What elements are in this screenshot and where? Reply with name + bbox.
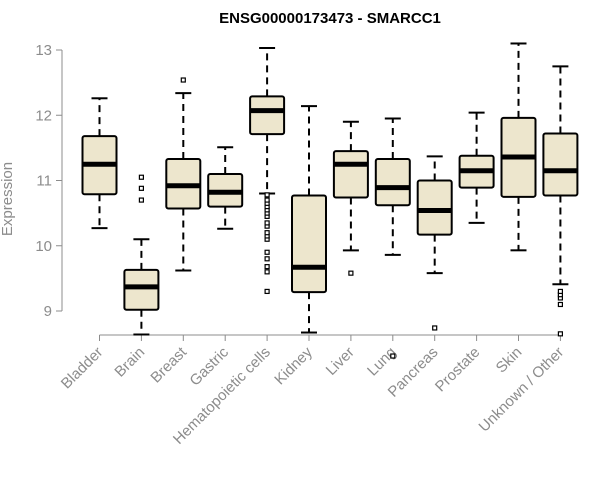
outlier-point [138, 174, 144, 180]
box-prostate [458, 111, 495, 224]
x-tick-label: Kidney [271, 343, 316, 388]
outlier-point [264, 249, 270, 255]
outlier-point [557, 331, 564, 337]
iqr-box [291, 194, 327, 294]
outlier-point [557, 288, 564, 295]
outlier-point [264, 288, 270, 295]
outlier-point [264, 197, 270, 203]
box-unknown-other [542, 65, 579, 337]
iqr-box [249, 95, 286, 136]
box-skin [500, 42, 537, 252]
y-tick-label: 12 [35, 107, 52, 124]
box-breast [165, 77, 202, 272]
iqr-box [542, 132, 579, 197]
outlier-point [264, 192, 270, 198]
outlier-point [138, 197, 144, 203]
y-tick-label: 13 [35, 42, 52, 59]
outlier-point [264, 230, 270, 236]
outlier-point [390, 353, 396, 359]
box-lung [374, 117, 411, 359]
outlier-point [264, 264, 270, 270]
x-tick-label: Liver [323, 344, 358, 379]
outlier-point [264, 269, 270, 275]
box-kidney [291, 105, 327, 334]
iqr-box [332, 150, 369, 199]
outlier-point [557, 301, 564, 308]
outlier-point [180, 77, 186, 83]
outlier-point [432, 325, 438, 331]
iqr-box [374, 157, 411, 207]
x-tick-label: Prostate [432, 344, 484, 396]
outlier-point [264, 220, 270, 226]
x-tick-label: Brain [111, 344, 148, 381]
iqr-box [123, 268, 160, 311]
x-tick-label: Lung [364, 344, 400, 380]
outlier-point [348, 270, 354, 276]
x-tick-label: Bladder [58, 344, 107, 393]
boxes-group [81, 42, 579, 359]
y-tick-label: 11 [36, 173, 52, 190]
y-tick-label: 10 [35, 238, 52, 255]
x-tick-label: Skin [493, 344, 526, 377]
y-tick-label: 9 [44, 303, 52, 320]
y-axis-label: Expression [0, 162, 16, 236]
box-pancreas [416, 155, 453, 331]
y-axis: 9 10 11 12 13 [35, 42, 63, 320]
iqr-box [416, 179, 453, 236]
box-liver [332, 120, 369, 276]
box-hematopoietic-cells [249, 47, 286, 295]
box-gastric [207, 146, 244, 230]
box-brain [123, 174, 160, 336]
outlier-point [138, 185, 144, 191]
x-tick-label: Breast [147, 343, 190, 386]
box-bladder [81, 97, 118, 230]
chart-title: ENSG00000173473 - SMARCC1 [219, 10, 441, 27]
outlier-point [264, 256, 270, 262]
